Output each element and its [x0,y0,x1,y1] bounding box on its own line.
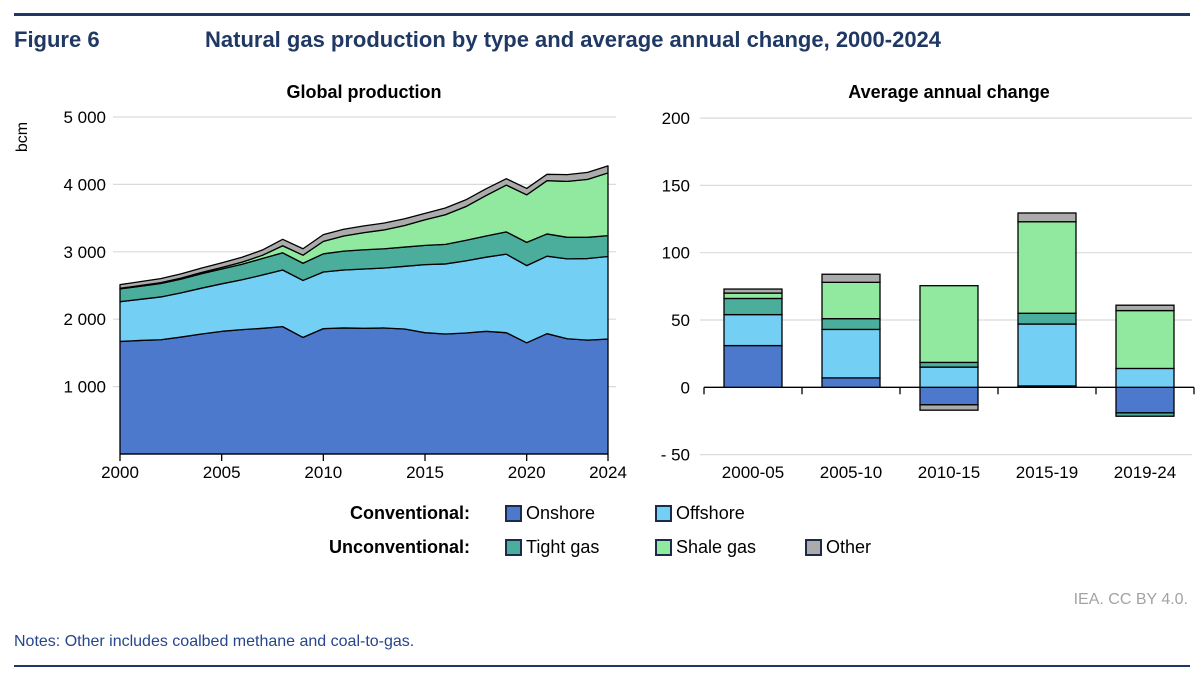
legend-items: Tight gas Shale gas Other [505,537,871,558]
right-y-tick-label: 50 [671,311,690,330]
left-y-tick-label: 4 000 [63,175,106,194]
legend-item-label: Other [826,537,872,557]
bar-segment-shale_gas-2010-15 [919,285,979,364]
left-x-tick-label: 2015 [406,463,444,482]
bar-segment-other-2019-24 [1115,304,1175,312]
bar-segment-tight_gas-2000-05 [723,297,783,316]
right-x-tick-label: 2010-15 [918,463,980,482]
left-x-tick-label: 2024 [589,463,627,482]
legend-item-onshore: Onshore [505,503,655,524]
bar-segment-onshore-2019-24 [1115,386,1175,414]
area-band-other [119,165,609,289]
figure-header: Figure 6 Natural gas production by type a… [14,27,1190,53]
bar-segment-offshore-2000-05 [723,313,783,347]
bar-segment-offshore-2005-10 [821,328,881,379]
bar-segment-shale_gas-2015-19 [1017,221,1077,314]
legend: Conventional: Onshore Offshore Unconvention… [0,503,1204,575]
left-y-tick-label: 1 000 [63,378,106,397]
legend-swatch-offshore [655,505,672,522]
left-chart-title: Global production [287,82,442,102]
legend-swatch-onshore [505,505,522,522]
bottom-rule [14,665,1190,667]
bar-segment-shale_gas-2005-10 [821,281,881,320]
bar-segment-tight_gas-2010-15 [919,361,979,368]
left-x-tick-label: 2020 [508,463,546,482]
legend-row: Conventional: Onshore Offshore [0,503,1204,527]
legend-swatch-other [805,539,822,556]
legend-item-label: Tight gas [526,537,600,557]
left-y-axis-label: bcm [14,122,31,152]
legend-item-label: Offshore [676,503,745,523]
bar-segment-tight_gas-2005-10 [821,318,881,331]
legend-items: Onshore Offshore [505,503,745,524]
bar-segment-tight_gas-2019-24 [1115,412,1175,417]
left-x-tick-label: 2010 [304,463,342,482]
bar-segment-other-2015-19 [1017,212,1077,223]
left-y-tick-label: 5 000 [63,108,106,127]
bar-segment-offshore-2015-19 [1017,323,1077,387]
bar-segment-onshore-2000-05 [723,344,783,388]
license-text: IEA. CC BY 4.0. [1073,591,1188,608]
bar-segment-other-2010-15 [919,404,979,411]
left-x-tick-label: 2000 [101,463,139,482]
legend-item-label: Shale gas [676,537,757,557]
legend-item-offshore: Offshore [655,503,745,524]
right-x-tick-label: 2005-10 [820,463,882,482]
legend-item-shale_gas: Shale gas [655,537,805,558]
right-y-tick-label: 100 [662,244,690,263]
bar-segment-shale_gas-2000-05 [723,292,783,300]
bar-segment-other-2000-05 [723,288,783,294]
bar-segment-onshore-2010-15 [919,386,979,406]
right-x-tick-label: 2019-24 [1114,463,1176,482]
legend-swatch-tight_gas [505,539,522,556]
bar-segment-other-2005-10 [821,273,881,283]
left-y-tick-label: 2 000 [63,310,106,329]
left-y-tick-label: 3 000 [63,243,106,262]
right-y-tick-label: 200 [662,109,690,128]
legend-item-label: Onshore [526,503,596,523]
legend-category-label: Unconventional: [328,537,470,557]
notes-text: Notes: Other includes coalbed methane an… [14,633,415,650]
legend-swatch-shale_gas [655,539,672,556]
legend-item-tight_gas: Tight gas [505,537,655,558]
right-y-tick-label: - 50 [661,446,690,465]
top-rule [14,13,1190,16]
bar-segment-offshore-2019-24 [1115,367,1175,388]
legend-row: Unconventional: Tight gas Shale gas Other [0,537,1204,561]
legend-category-label: Conventional: [350,503,470,523]
figure-label: Figure 6 [14,27,100,52]
right-x-tick-label: 2015-19 [1016,463,1078,482]
bar-segment-offshore-2010-15 [919,366,979,388]
area-band-onshore [119,325,609,455]
bar-segment-onshore-2005-10 [821,377,881,388]
right-y-tick-label: 150 [662,176,690,195]
bar-segment-tight_gas-2015-19 [1017,312,1077,325]
bar-segment-shale_gas-2019-24 [1115,309,1175,370]
right-x-tick-label: 2000-05 [722,463,784,482]
legend-item-other: Other [805,537,871,558]
right-chart-title: Average annual change [848,82,1049,102]
figure-title: Natural gas production by type and avera… [205,27,942,52]
left-x-tick-label: 2005 [203,463,241,482]
right-y-tick-label: 0 [681,378,690,397]
